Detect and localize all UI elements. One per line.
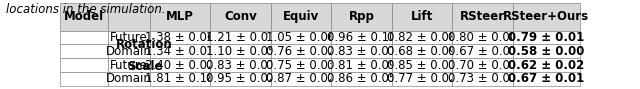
Text: locations in the simulation.: locations in the simulation. <box>6 3 166 16</box>
Text: Scale: Scale <box>127 60 162 73</box>
Text: Rotation: Rotation <box>116 38 173 51</box>
